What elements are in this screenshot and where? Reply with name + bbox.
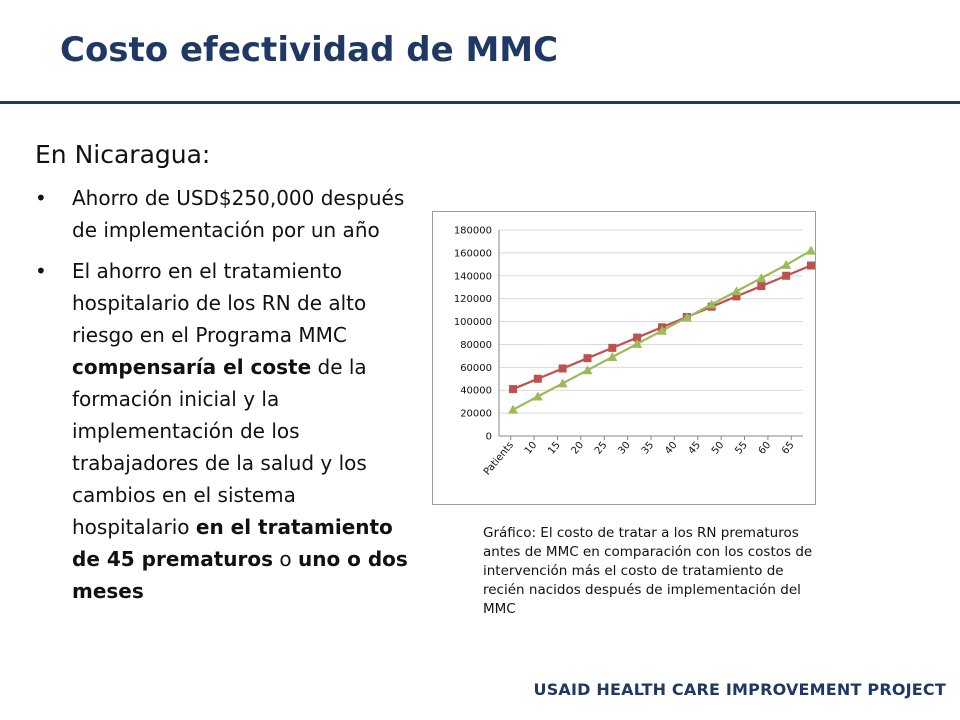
bullet-text: Ahorro de USD$250,000 después de impleme… [72, 186, 405, 242]
data-point-no-kmc [781, 259, 792, 269]
y-tick-label: 100000 [454, 317, 492, 328]
x-tick-label: 65 [780, 440, 797, 457]
data-point-no-kmc [706, 299, 717, 309]
x-tick-label: 45 [686, 440, 703, 457]
y-tick-label: 160000 [454, 248, 492, 259]
data-point-no-kmc [756, 273, 767, 283]
bullet-list: • Ahorro de USD$250,000 después de implem… [35, 182, 415, 616]
x-tick-label: 60 [757, 440, 774, 457]
x-tick-label: 10 [523, 440, 540, 457]
y-tick-label: 140000 [454, 271, 492, 282]
y-tick-label: 60000 [460, 363, 492, 374]
data-point-no-kmc [806, 245, 815, 255]
data-point-kmc [558, 364, 567, 373]
data-point-no-kmc [731, 286, 742, 296]
y-tick-label: 40000 [460, 386, 492, 397]
bullet-item: • El ahorro en el tratamiento hospitalari… [35, 255, 415, 607]
data-point-no-kmc [657, 325, 667, 335]
data-point-no-kmc [508, 404, 518, 414]
bullet-text-bold: en el tratamiento de 45 prematuros [72, 515, 393, 571]
y-tick-label: 20000 [460, 409, 492, 420]
region-heading: En Nicaragua: [35, 140, 211, 169]
bullet-text-bold: uno o dos meses [72, 547, 408, 603]
slide-title: Costo efectividad de MMC [60, 30, 559, 70]
bullet-text: o [273, 547, 298, 571]
x-tick-label: 20 [570, 440, 587, 457]
bullet-dot-icon: • [35, 259, 47, 283]
x-tick-label: 30 [616, 440, 633, 457]
data-point-kmc [533, 374, 542, 383]
bullet-text: de la formación inicial y la implementac… [72, 355, 367, 539]
footer-project-name: USAID HEALTH CARE IMPROVEMENT PROJECT [533, 680, 946, 699]
chart-caption: Gráfico: El costo de tratar a los RN pre… [483, 525, 813, 617]
x-tick-label: 25 [593, 440, 610, 457]
data-point-kmc [608, 343, 617, 352]
data-point-no-kmc [681, 312, 692, 322]
x-tick-label: Patients [482, 440, 516, 478]
bullet-text-bold: compensaría el coste [72, 355, 312, 379]
data-point-no-kmc [557, 378, 568, 388]
y-tick-label: 80000 [460, 340, 492, 351]
x-tick-label: 35 [640, 440, 657, 457]
y-tick-label: 0 [486, 432, 492, 443]
bullet-text: El ahorro en el tratamiento hospitalario… [72, 259, 367, 347]
cost-line-chart: 0 20000 40000 60000 80000 100000 120000 140000 1… [454, 226, 815, 478]
data-point-no-kmc [532, 391, 543, 401]
data-point-kmc [807, 261, 815, 270]
data-point-kmc [782, 271, 791, 280]
title-divider [0, 101, 960, 104]
x-tick-label: 55 [733, 440, 750, 457]
data-point-no-kmc [632, 338, 643, 348]
bullet-item: • Ahorro de USD$250,000 después de implem… [35, 182, 415, 246]
chart-frame: 0 20000 40000 60000 80000 100000 120000 140000 1… [432, 211, 816, 505]
data-point-kmc [732, 292, 741, 301]
x-tick-label: 50 [710, 440, 727, 457]
data-point-no-kmc [607, 352, 618, 362]
data-point-kmc [633, 333, 642, 342]
y-tick-label: 120000 [454, 294, 492, 305]
data-point-kmc [583, 354, 592, 363]
y-tick-label: 180000 [454, 226, 492, 237]
x-tick-label: 15 [546, 440, 563, 457]
data-point-no-kmc [582, 365, 593, 375]
data-point-kmc [757, 282, 766, 291]
data-point-kmc [509, 385, 517, 394]
x-tick-label: 40 [663, 440, 680, 457]
bullet-dot-icon: • [35, 186, 47, 210]
